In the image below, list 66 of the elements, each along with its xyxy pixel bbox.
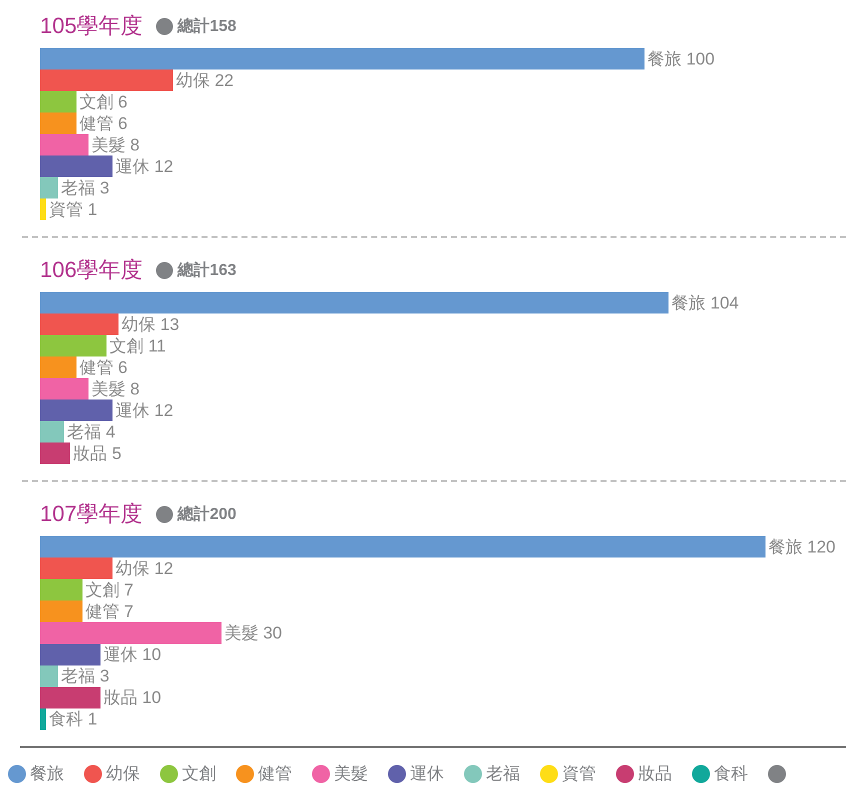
data-label: 妝品 5 <box>73 444 122 463</box>
category-label: 老福 <box>486 763 520 785</box>
bar <box>40 708 46 730</box>
bar <box>40 378 88 400</box>
data-label: 資管 1 <box>49 200 98 219</box>
bar <box>40 335 106 356</box>
data-label: 妝品 10 <box>103 688 162 708</box>
data-label: 老福 3 <box>61 178 110 198</box>
data-label: 美髮 8 <box>91 379 140 398</box>
chart-title: 107學年度 <box>40 500 143 528</box>
bar <box>40 421 64 442</box>
bar <box>40 600 82 622</box>
data-label: 美髮 30 <box>224 624 282 642</box>
data-label: 文創 7 <box>85 580 134 600</box>
chart-subtitle: 總計200 <box>178 504 236 524</box>
bar <box>40 314 119 335</box>
bar <box>40 442 70 464</box>
bar <box>40 644 100 666</box>
chart-subtitle: 總計163 <box>178 260 236 280</box>
bar <box>40 70 173 91</box>
data-label: 健管 6 <box>79 114 128 133</box>
bar <box>40 356 76 378</box>
data-label: 美髮 8 <box>91 135 140 154</box>
category-label: 幼保 <box>106 763 140 785</box>
bar <box>40 134 88 156</box>
data-label: 幼保 12 <box>116 558 174 578</box>
chart-title: 105學年度 <box>40 12 143 40</box>
data-label: 老福 4 <box>67 422 116 442</box>
category-label: 資管 <box>562 763 596 785</box>
data-label: 幼保 13 <box>122 314 180 334</box>
data-label: 餐旅 104 <box>672 293 739 312</box>
category-label: 運休 <box>410 763 444 785</box>
data-label: 健管 6 <box>79 358 128 377</box>
bar <box>40 400 113 421</box>
chart-subtitle: 總計158 <box>178 16 236 36</box>
bar <box>40 622 222 644</box>
category-label: 健管 <box>258 763 292 785</box>
data-label: 餐旅 100 <box>648 49 715 68</box>
data-label: 文創 6 <box>79 92 128 112</box>
data-label: 運休 10 <box>103 645 162 664</box>
data-label: 食科 1 <box>49 710 98 729</box>
bar <box>40 665 58 687</box>
bar <box>40 91 76 112</box>
data-label: 餐旅 120 <box>768 537 836 556</box>
bar <box>40 536 766 558</box>
bar <box>40 48 644 70</box>
bar <box>40 177 58 198</box>
bar <box>40 112 76 134</box>
bar <box>40 292 669 314</box>
category-label: 妝品 <box>638 763 672 785</box>
data-label: 運休 12 <box>116 156 174 176</box>
data-label: 幼保 22 <box>176 70 234 90</box>
chart-title: 106學年度 <box>40 256 143 284</box>
category-label: 餐旅 <box>30 763 64 785</box>
bar <box>40 156 113 177</box>
data-label: 老福 3 <box>61 666 110 686</box>
category-label: 文創 <box>182 763 216 785</box>
bar <box>40 558 113 580</box>
bar <box>40 198 46 220</box>
bar <box>40 686 100 708</box>
data-label: 文創 11 <box>110 336 166 356</box>
category-label: 食科 <box>714 763 748 785</box>
data-label: 健管 7 <box>85 602 134 621</box>
data-label: 運休 12 <box>116 400 174 420</box>
category-label: 美髮 <box>334 763 368 785</box>
bar <box>40 579 82 601</box>
